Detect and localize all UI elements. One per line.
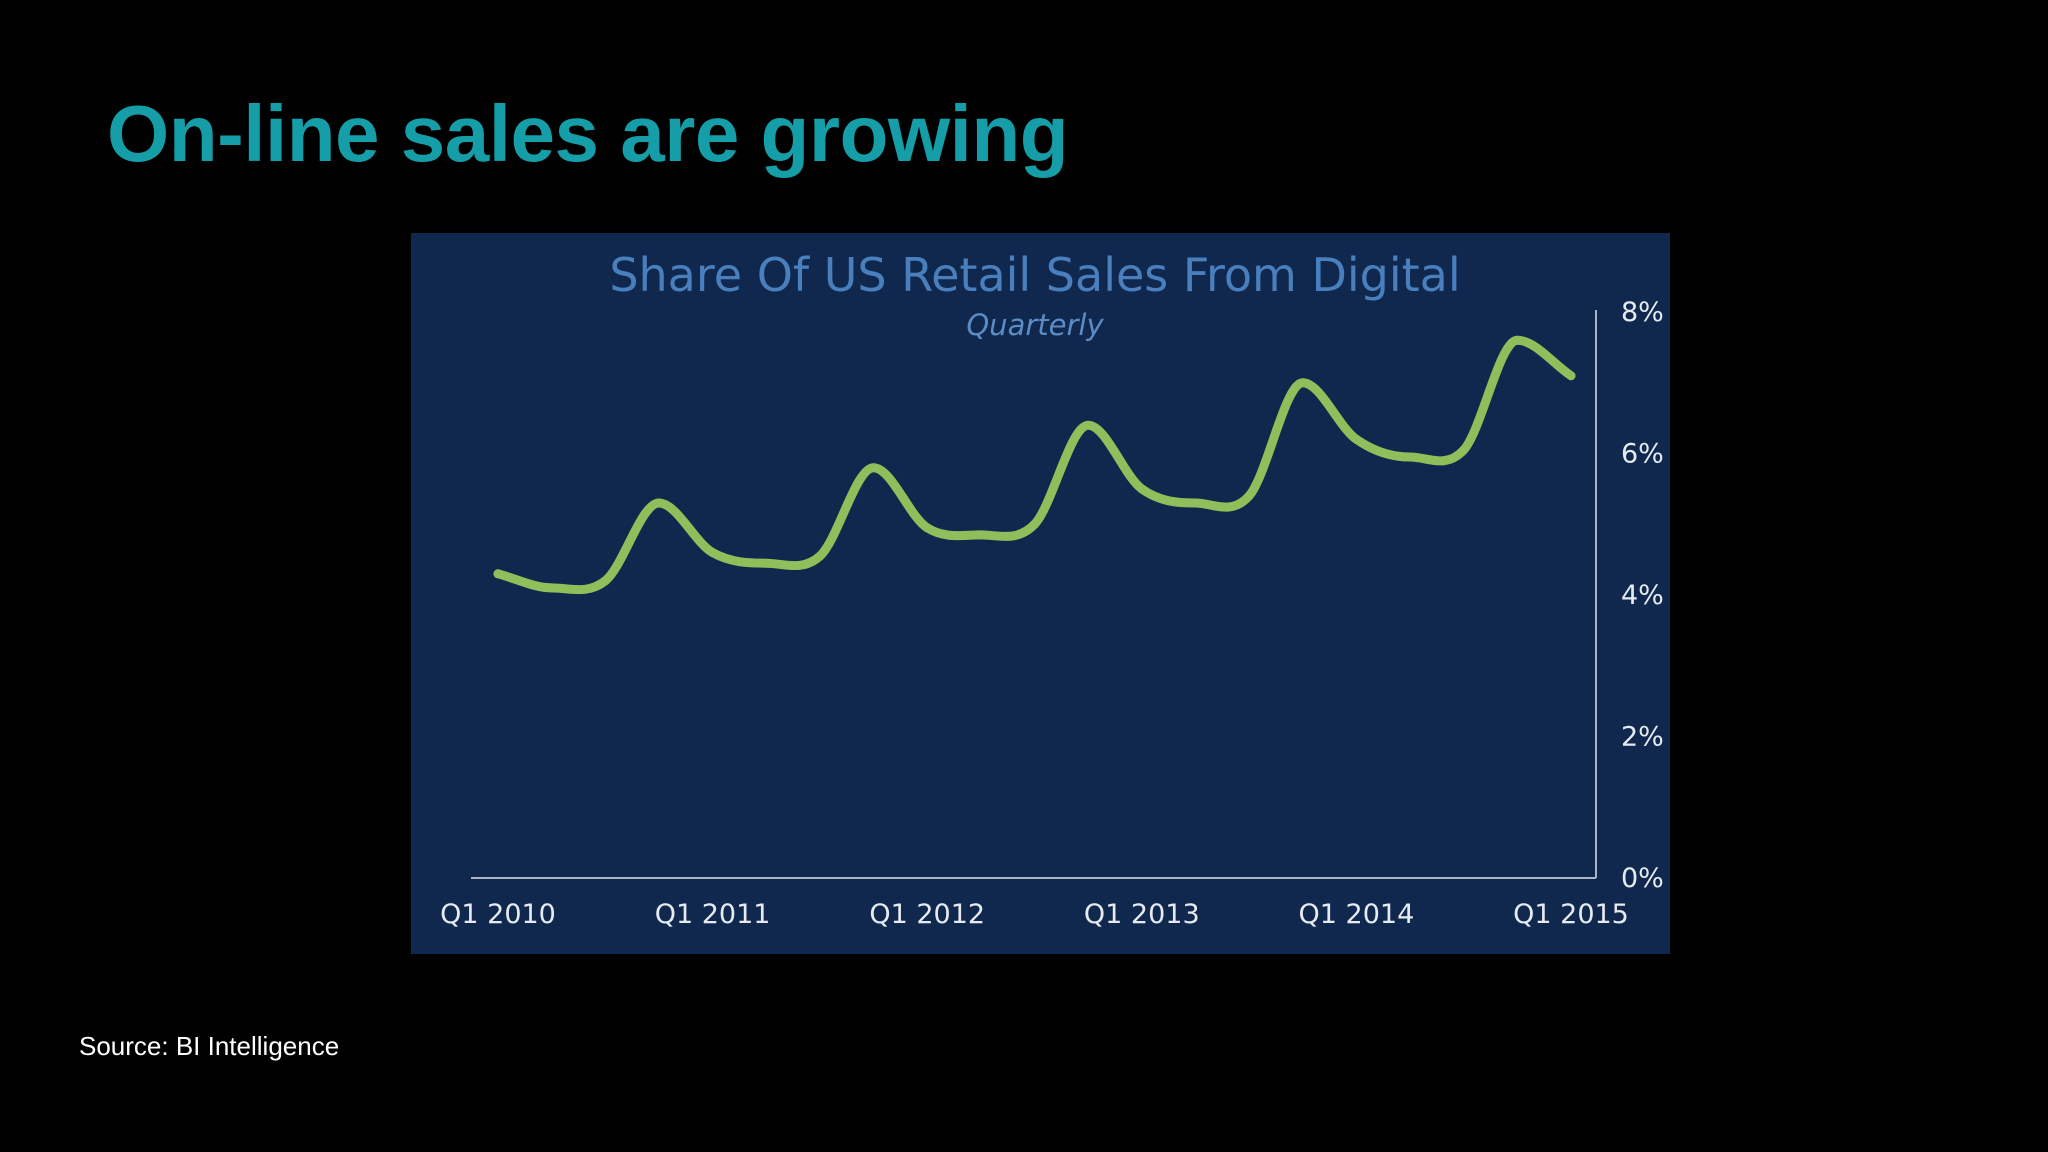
data-point: [1512, 335, 1522, 345]
chart-subtitle: Quarterly: [966, 308, 1104, 342]
x-tick-label: Q1 2014: [1299, 899, 1415, 930]
data-point: [1566, 371, 1576, 381]
slide-title: On-line sales are growing: [107, 89, 1069, 178]
y-tick-label: 8%: [1621, 297, 1664, 328]
series-line: [493, 335, 1576, 595]
data-point: [815, 551, 825, 561]
x-tick-label: Q1 2010: [440, 899, 556, 930]
data-point: [1191, 498, 1200, 508]
source-note: Source: BI Intelligence: [79, 1031, 340, 1061]
data-point: [493, 569, 503, 579]
x-tick-labels: Q1 2010 Q1 2011 Q1 2012 Q1 2013 Q1 2014 Q1 20…: [440, 899, 1629, 930]
data-point: [600, 576, 610, 586]
y-tick-label: 4%: [1621, 580, 1664, 611]
data-point: [547, 583, 557, 593]
x-tick-label: Q1 2013: [1084, 899, 1200, 930]
y-tick-label: 6%: [1621, 439, 1664, 470]
x-tick-label: Q1 2015: [1513, 899, 1629, 930]
data-point: [1137, 484, 1147, 494]
data-point: [976, 530, 986, 540]
chart-panel: Share Of US Retail Sales From Digital Qu…: [411, 233, 1670, 954]
data-point: [654, 498, 664, 508]
data-point: [1244, 491, 1254, 501]
data-point: [869, 463, 878, 473]
y-tick-label: 0%: [1621, 863, 1664, 894]
x-tick-label: Q1 2011: [655, 899, 771, 930]
data-point: [1351, 434, 1361, 444]
data-point: [1405, 452, 1415, 462]
data-point: [922, 523, 932, 533]
x-tick-label: Q1 2012: [869, 899, 985, 930]
line-chart: Share Of US Retail Sales From Digital Qu…: [411, 233, 1670, 954]
data-point: [1030, 519, 1039, 529]
y-tick-labels: 0% 2% 4% 6% 8%: [1621, 297, 1664, 894]
chart-background: [411, 233, 1670, 954]
chart-title: Share Of US Retail Sales From Digital: [609, 248, 1460, 302]
data-points: [493, 335, 1576, 593]
data-point: [1083, 420, 1093, 430]
y-tick-label: 2%: [1621, 722, 1664, 753]
data-point: [761, 558, 771, 568]
data-point: [708, 548, 718, 558]
data-point: [1298, 378, 1308, 388]
data-point: [1459, 445, 1469, 455]
